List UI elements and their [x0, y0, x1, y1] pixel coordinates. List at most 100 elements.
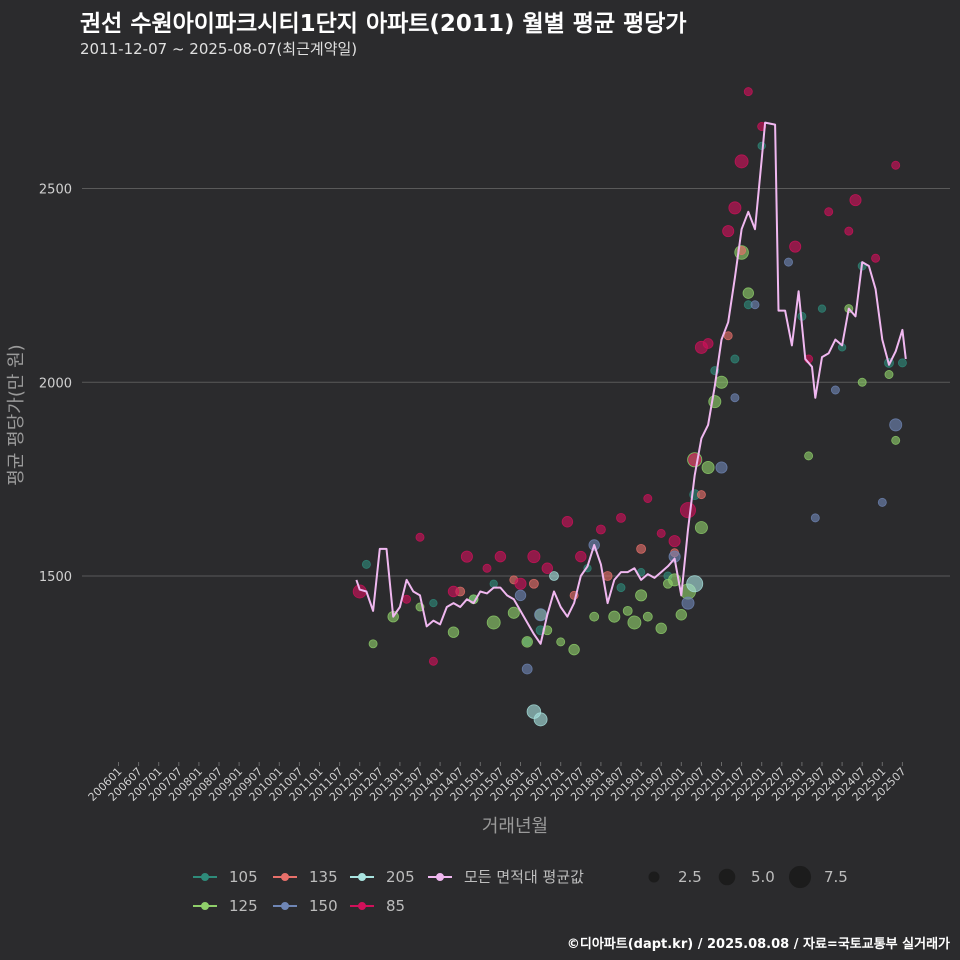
- legend-size-circle: [718, 868, 736, 886]
- data-point-85: [561, 516, 574, 528]
- legend-label: 125: [229, 897, 258, 915]
- grid-layer: [82, 188, 950, 577]
- data-point-85: [891, 160, 901, 170]
- data-point-205: [686, 575, 704, 593]
- data-point-150: [877, 497, 887, 507]
- data-point-150: [534, 608, 548, 622]
- data-point-85: [575, 550, 587, 563]
- data-point-85: [849, 194, 862, 207]
- data-point-125: [608, 610, 621, 623]
- data-point-125: [891, 435, 901, 445]
- data-point-150: [514, 589, 527, 602]
- legend-swatch-dot: [281, 902, 289, 910]
- data-point-85: [595, 524, 606, 535]
- legend-label: 135: [309, 868, 338, 886]
- data-point-150: [830, 385, 840, 395]
- data-point-125: [556, 637, 566, 647]
- legend-label: 150: [309, 897, 338, 915]
- data-point-125: [622, 605, 633, 616]
- legend-label: 205: [386, 868, 415, 886]
- data-point-150: [750, 300, 760, 310]
- x-axis-title: 거래년월: [482, 816, 548, 837]
- data-point-125: [627, 615, 642, 630]
- legend-swatch-dot: [358, 902, 366, 910]
- legend-size-circle: [788, 865, 812, 889]
- data-point-105: [361, 559, 371, 569]
- y-tick-label: 1500: [39, 570, 72, 585]
- data-point-85: [668, 535, 681, 548]
- data-point-135: [696, 490, 706, 500]
- chart-title: 권선 수원아이파크시티1단지 아파트(2011) 월별 평균 평당가: [80, 11, 687, 37]
- data-point-85: [460, 550, 473, 563]
- data-point-125: [857, 377, 867, 387]
- data-point-85: [643, 494, 653, 503]
- data-point-125: [884, 370, 894, 379]
- data-point-85: [428, 656, 438, 666]
- legend-size-label: 5.0: [751, 868, 775, 886]
- legend: 105 135 205 모든 면적대 평균값 125 150 85 2.5 5.0 7.5: [193, 865, 848, 915]
- data-point-85: [844, 226, 854, 236]
- data-point-125: [635, 589, 648, 602]
- data-point-105: [489, 579, 498, 588]
- data-point-125: [642, 611, 653, 622]
- source-credit: ©디아파트(dapt.kr) / 2025.08.08 / 자료=국토교통부 실…: [566, 937, 950, 952]
- data-point-150: [681, 596, 695, 610]
- data-point-85: [728, 201, 742, 215]
- legend-label: 모든 면적대 평균값: [464, 868, 584, 886]
- data-point-125: [507, 606, 520, 619]
- legend-swatch-dot: [201, 873, 209, 881]
- data-point-85: [722, 225, 735, 238]
- legend-size-circle: [648, 871, 660, 883]
- data-point-85: [402, 594, 412, 604]
- data-point-125: [694, 521, 708, 535]
- data-point-85: [734, 154, 749, 169]
- data-point-125: [589, 611, 600, 622]
- average-line: [355, 121, 907, 645]
- data-point-85: [527, 550, 541, 564]
- average-line-layer: [355, 121, 907, 645]
- legend-swatch-dot: [281, 873, 289, 881]
- data-point-150: [810, 513, 820, 523]
- data-point-85: [415, 532, 425, 542]
- data-point-125: [568, 643, 580, 656]
- data-point-85: [494, 550, 507, 563]
- data-point-125: [486, 615, 501, 630]
- data-point-125: [804, 451, 814, 461]
- scatter-points: [352, 87, 907, 727]
- chart-subtitle: 2011-12-07 ~ 2025-08-07(최근계약일): [80, 40, 358, 58]
- data-point-125: [368, 639, 378, 649]
- data-point-125: [655, 622, 667, 635]
- data-point-125: [742, 287, 755, 299]
- data-point-125: [715, 375, 728, 389]
- data-point-125: [675, 609, 688, 621]
- data-point-150: [715, 461, 728, 474]
- data-point-85: [679, 502, 697, 519]
- data-point-85: [514, 577, 527, 590]
- data-point-85: [656, 528, 666, 538]
- data-point-105: [897, 358, 907, 368]
- data-point-85: [541, 562, 554, 574]
- data-point-85: [702, 338, 714, 349]
- data-point-85: [743, 87, 753, 97]
- legend-label: 105: [229, 868, 258, 886]
- data-point-135: [528, 578, 539, 589]
- data-point-105: [817, 304, 827, 313]
- data-point-85: [447, 585, 460, 598]
- legend-label: 85: [386, 897, 405, 915]
- data-point-150: [784, 257, 793, 267]
- data-point-150: [521, 663, 533, 675]
- y-tick-label: 2000: [39, 376, 72, 391]
- legend-swatch-dot: [436, 873, 444, 881]
- y-axis: 1500 2000 2500: [39, 183, 72, 586]
- data-point-105: [429, 598, 438, 608]
- data-point-85: [616, 512, 626, 523]
- data-point-85: [789, 240, 802, 253]
- data-point-105: [757, 141, 766, 151]
- legend-swatch-dot: [358, 873, 366, 881]
- y-axis-title: 평균 평당가(만 원): [6, 344, 27, 485]
- data-point-205: [549, 571, 559, 581]
- legend-swatch-dot: [201, 902, 209, 910]
- y-tick-label: 2500: [39, 183, 72, 198]
- data-point-125: [521, 636, 533, 648]
